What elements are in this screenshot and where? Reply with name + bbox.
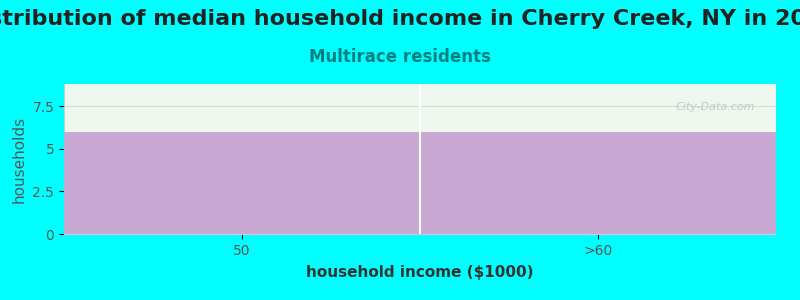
Text: Distribution of median household income in Cherry Creek, NY in 2021: Distribution of median household income … — [0, 9, 800, 29]
Y-axis label: households: households — [12, 116, 27, 202]
X-axis label: household income ($1000): household income ($1000) — [306, 265, 534, 280]
Bar — [64, 132, 420, 234]
Text: Multirace residents: Multirace residents — [309, 48, 491, 66]
Bar — [420, 132, 776, 234]
Text: City-Data.com: City-Data.com — [675, 102, 754, 112]
